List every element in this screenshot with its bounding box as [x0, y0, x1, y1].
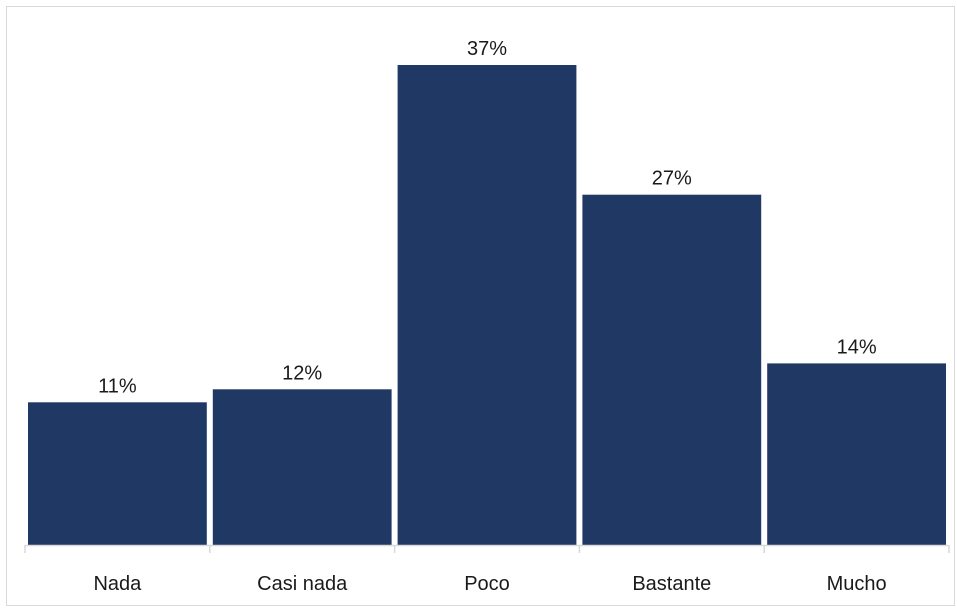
category-label: Mucho: [827, 573, 887, 595]
x-axis: [24, 544, 950, 553]
bar-poco: [397, 65, 577, 545]
bar-nada: [28, 402, 207, 545]
category-label: Poco: [464, 573, 510, 595]
category-label: Nada: [93, 573, 142, 595]
bar-value-label: 12%: [282, 362, 322, 384]
category-label: Casi nada: [257, 573, 348, 595]
bar-value-label: 27%: [652, 168, 692, 190]
category-labels-group: Nada Casi nada Poco Bastante Mucho: [93, 573, 886, 595]
bar-value-label: 14%: [837, 336, 877, 358]
bar-casi-nada: [212, 389, 392, 545]
bar-mucho: [767, 363, 946, 545]
value-labels-group: 11% 12% 37% 27% 14%: [98, 38, 877, 397]
bar-bastante: [582, 194, 762, 545]
bars-group: [28, 65, 946, 545]
bar-value-label: 37%: [467, 38, 507, 60]
bar-value-label: 11%: [98, 375, 137, 397]
category-label: Bastante: [632, 573, 711, 595]
